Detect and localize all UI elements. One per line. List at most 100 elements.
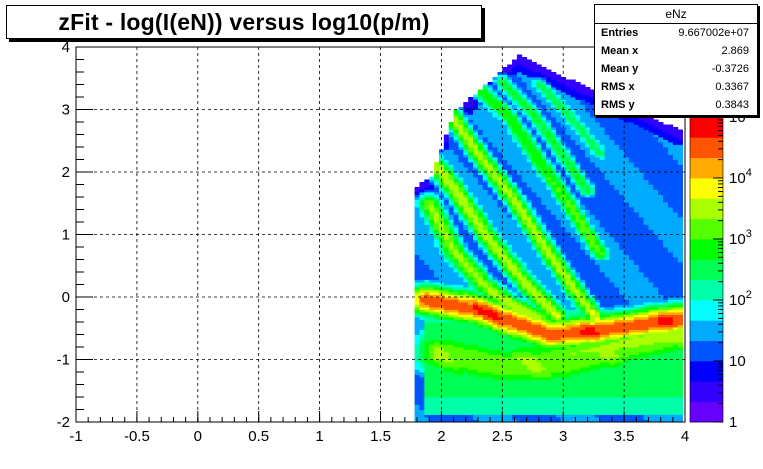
heatmap-cell	[594, 157, 601, 160]
heatmap-cell	[580, 209, 586, 213]
heatmap-cell	[565, 132, 571, 135]
heatmap-cell	[492, 127, 498, 130]
heatmap-cell	[487, 214, 493, 218]
heatmap-cell	[507, 242, 513, 245]
heatmap-cell	[497, 397, 503, 400]
heatmap-cell	[468, 387, 474, 390]
heatmap-cell	[546, 392, 552, 395]
heatmap-cell	[468, 167, 474, 170]
heatmap-cell	[448, 219, 454, 223]
heatmap-cell	[502, 344, 508, 348]
heatmap-cell	[453, 344, 459, 348]
heatmap-cell	[453, 402, 459, 405]
heatmap-cell	[502, 274, 508, 278]
heatmap-cell	[487, 137, 493, 140]
heatmap-cell	[507, 164, 513, 168]
heatmap-cell	[516, 179, 523, 183]
heatmap-cell	[590, 319, 596, 323]
heatmap-cell	[507, 69, 513, 73]
heatmap-cell	[521, 219, 528, 223]
heatmap-cell	[438, 229, 445, 233]
heatmap-cell	[477, 389, 484, 393]
heatmap-cell	[555, 194, 562, 198]
heatmap-cell	[477, 259, 484, 263]
heatmap-cell	[585, 164, 591, 168]
heatmap-cell	[463, 394, 469, 398]
heatmap-cell	[526, 234, 532, 238]
heatmap-cell	[541, 279, 547, 283]
heatmap-cell	[565, 419, 571, 423]
heatmap-cell	[502, 219, 508, 223]
heatmap-cell	[497, 257, 503, 260]
heatmap-cell	[458, 289, 464, 293]
heatmap-cell	[492, 284, 498, 288]
heatmap-cell	[507, 197, 513, 200]
heatmap-cell	[594, 299, 601, 303]
heatmap-cell	[570, 152, 576, 155]
heatmap-cell	[541, 287, 547, 290]
heatmap-cell	[575, 357, 581, 360]
heatmap-cell	[575, 224, 581, 228]
heatmap-cell	[526, 237, 532, 240]
heatmap-cell	[565, 182, 571, 185]
heatmap-cell	[590, 102, 596, 105]
heatmap-cell	[526, 232, 532, 235]
heatmap-cell	[580, 249, 586, 253]
heatmap-cell	[434, 279, 440, 283]
heatmap-cell	[473, 162, 479, 165]
heatmap-cell	[463, 412, 469, 415]
heatmap-cell	[448, 157, 454, 160]
heatmap-cell	[502, 194, 508, 198]
heatmap-cell	[521, 384, 528, 388]
heatmap-cell	[429, 354, 435, 358]
heatmap-cell	[526, 319, 532, 323]
heatmap-cell	[570, 374, 576, 378]
heatmap-cell	[575, 362, 581, 365]
heatmap-cell	[487, 139, 493, 143]
heatmap-cell	[477, 124, 484, 128]
heatmap-cell	[419, 257, 425, 260]
heatmap-cell	[555, 219, 562, 223]
heatmap-cell	[555, 302, 562, 305]
heatmap-cell	[492, 377, 498, 380]
heatmap-cell	[502, 309, 508, 313]
heatmap-cell	[419, 394, 425, 398]
heatmap-cell	[458, 242, 464, 245]
heatmap-cell	[599, 367, 606, 370]
heatmap-cell	[521, 87, 528, 90]
heatmap-cell	[443, 184, 450, 188]
heatmap-cell	[429, 244, 435, 248]
heatmap-cell	[468, 209, 474, 213]
heatmap-cell	[414, 192, 420, 195]
heatmap-cell	[463, 409, 469, 413]
heatmap-cell	[419, 349, 425, 353]
heatmap-cell	[570, 319, 576, 323]
heatmap-cell	[448, 382, 454, 385]
heatmap-cell	[453, 132, 459, 135]
heatmap-cell	[482, 379, 489, 383]
heatmap-cell	[468, 162, 474, 165]
heatmap-cell	[585, 354, 591, 358]
heatmap-cell	[434, 364, 440, 368]
heatmap-cell	[541, 387, 547, 390]
heatmap-cell	[526, 264, 532, 268]
heatmap-cell	[473, 407, 479, 410]
heatmap-cell	[585, 194, 591, 198]
heatmap-cell	[536, 269, 542, 273]
heatmap-cell	[585, 397, 591, 400]
heatmap-cell	[555, 367, 562, 370]
heatmap-cell	[414, 414, 420, 418]
heatmap-cell	[414, 299, 420, 303]
heatmap-cell	[477, 237, 484, 240]
heatmap-cell	[575, 417, 581, 420]
heatmap-cell	[424, 417, 430, 420]
heatmap-cell	[580, 172, 586, 175]
heatmap-cell	[502, 247, 508, 250]
heatmap-cell	[590, 92, 596, 95]
heatmap-cell	[531, 67, 537, 70]
heatmap-cell	[463, 329, 469, 333]
heatmap-cell	[541, 339, 547, 343]
heatmap-cell	[458, 369, 464, 373]
heatmap-cell	[434, 344, 440, 348]
heatmap-cell	[487, 234, 493, 238]
